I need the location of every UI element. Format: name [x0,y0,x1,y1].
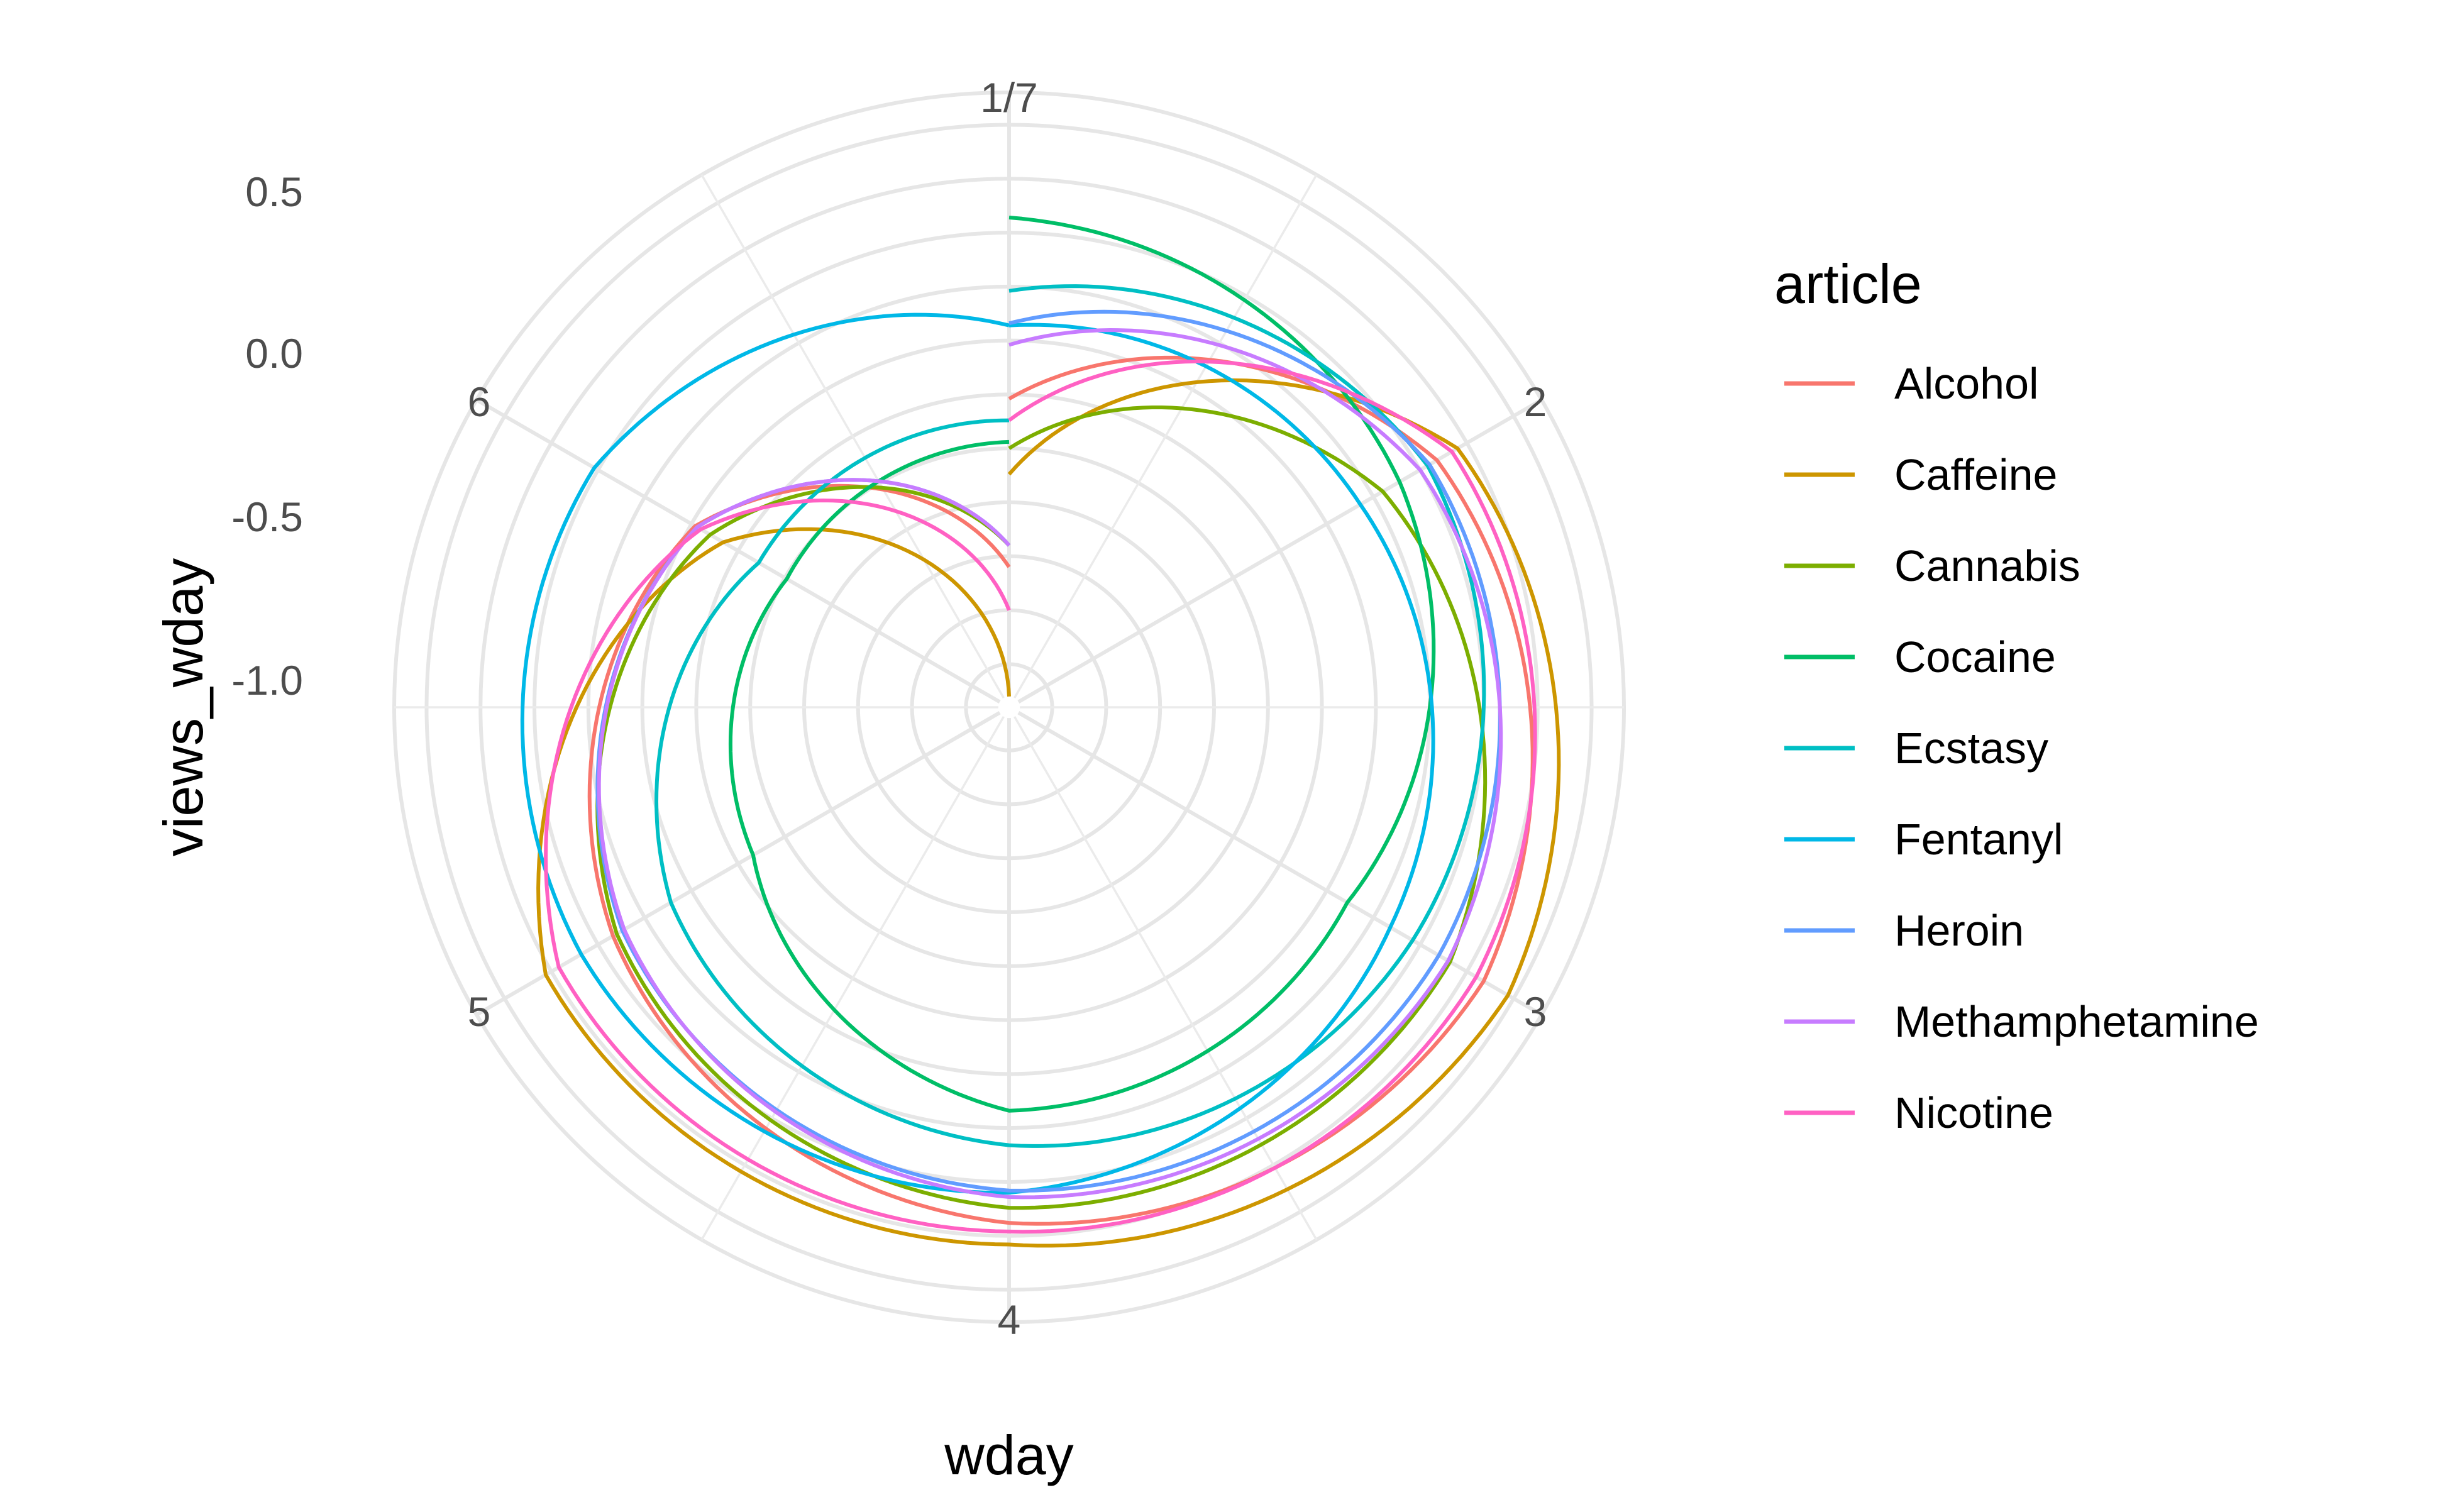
grid-spoke [1013,174,1318,699]
y-tick-label: -1.0 [231,657,303,704]
series-line [654,284,1486,1148]
grid-spoke [475,710,1001,1017]
x-tick-label: 5 [468,988,491,1035]
grid-spoke [1017,398,1543,704]
series-line [587,355,1535,1226]
legend-label: Nicotine [1894,1088,2053,1137]
grid-spoke [700,715,1005,1240]
series-line [595,406,1488,1210]
legend-title: article [1774,253,1922,315]
series-line [536,378,1561,1248]
series-line [544,359,1537,1234]
legend-label: Methamphetamine [1894,997,2259,1046]
x-tick-label: 1/7 [980,74,1038,121]
x-tick-label: 2 [1524,378,1547,425]
grid-spoke [700,174,1005,699]
y-axis-title: views_wday [152,558,214,856]
y-tick-label: 0.0 [245,330,303,377]
grid-layer [392,91,1626,1324]
y-tick-label: -0.5 [231,494,303,540]
x-tick-label: 3 [1524,988,1547,1035]
grid-spoke [475,398,1001,704]
legend: article Alcohol Caffeine Cannabis Cocaine Ec… [1774,253,2259,1137]
y-tick-labels: 0.5 0.0 -0.5 -1.0 [231,168,303,704]
x-tick-label: 4 [998,1296,1021,1343]
legend-label: Caffeine [1894,450,2057,499]
legend-label: Alcohol [1894,359,2039,408]
series-line [728,216,1436,1113]
x-tick-label: 6 [468,378,491,425]
series-layer [520,216,1561,1248]
x-tick-labels: 1/7 2 3 4 5 6 [468,74,1547,1343]
legend-label: Cocaine [1894,632,2056,682]
series-line [595,309,1502,1193]
y-tick-label: 0.5 [245,168,303,215]
series-line [520,312,1435,1195]
series-line [597,328,1503,1200]
legend-label: Heroin [1894,906,2024,955]
grid-spoke [1013,715,1318,1240]
legend-items: Alcohol Caffeine Cannabis Cocaine Ecstasy Fen… [1784,359,2259,1137]
legend-label: Cannabis [1894,541,2080,590]
grid-spoke [1017,710,1543,1017]
legend-label: Fentanyl [1894,815,2063,864]
legend-label: Ecstasy [1894,724,2048,773]
x-axis-title: wday [944,1424,1073,1486]
